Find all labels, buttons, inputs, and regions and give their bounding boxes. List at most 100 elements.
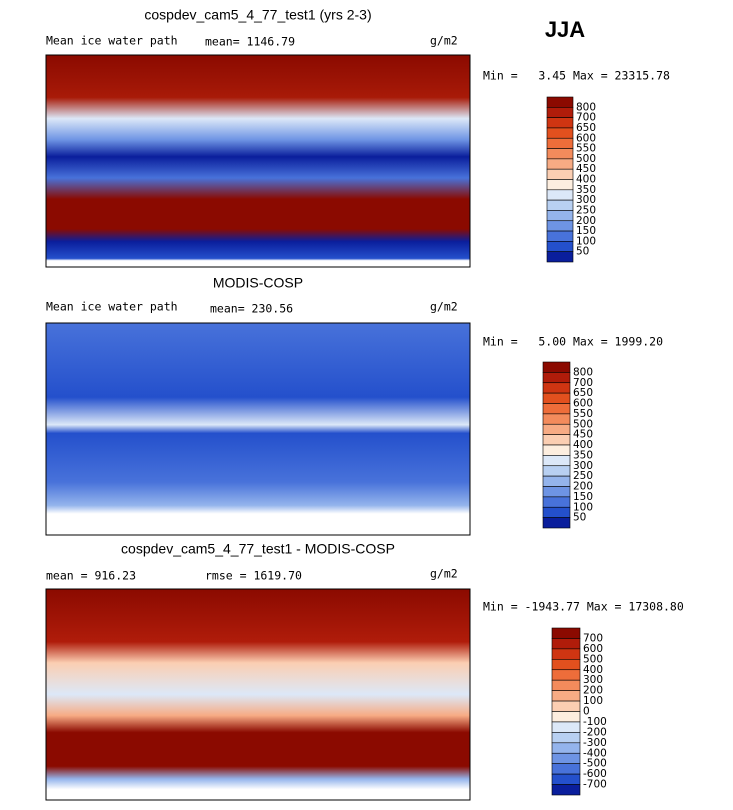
colorbar-box (551, 627, 581, 639)
colorbar-box (546, 168, 574, 180)
map (45, 54, 471, 268)
colorbar-label: -300 (583, 737, 607, 749)
colorbar-box (546, 241, 574, 252)
min-max: Min = 3.45 Max = 23315.78 (483, 69, 670, 83)
colorbar-box (542, 403, 571, 415)
min-max: Min = 5.00 Max = 1999.20 (483, 335, 663, 349)
colorbar-box (551, 679, 581, 691)
colorbar-box (551, 700, 581, 712)
colorbar-box (551, 669, 581, 681)
colorbar-box (542, 361, 571, 373)
colorbar-label: 600 (583, 643, 603, 655)
colorbar-label: 700 (583, 632, 603, 644)
colorbar-label: 300 (573, 460, 593, 472)
units-label: g/m2 (430, 567, 458, 581)
colorbar-box (546, 127, 574, 139)
colorbar-label: 300 (583, 674, 603, 686)
colorbar-label: 100 (576, 235, 596, 247)
colorbar-label: 550 (573, 408, 593, 420)
units-label: g/m2 (430, 300, 458, 314)
colorbar-label: 500 (576, 153, 596, 165)
season-label: JJA (545, 17, 585, 42)
colorbar-box (551, 763, 581, 775)
colorbar-label: 100 (583, 695, 603, 707)
colorbar-box (546, 220, 574, 232)
colorbar-box (546, 148, 574, 160)
mean-label: mean= 230.56 (210, 302, 293, 316)
colorbar-label: -400 (583, 747, 607, 759)
colorbar-box (546, 117, 574, 129)
colorbar-box (542, 392, 571, 404)
colorbar-label: 100 (573, 501, 593, 513)
colorbar-label: 50 (576, 246, 589, 258)
colorbar-label: 0 (583, 706, 590, 718)
colorbar-box (551, 711, 581, 723)
colorbar-box (542, 517, 571, 529)
colorbar-label: 600 (576, 132, 596, 144)
units-label: g/m2 (430, 34, 458, 48)
colorbar-box (542, 382, 571, 394)
field-label: Mean ice water path (46, 34, 178, 48)
colorbar-label: 800 (573, 366, 593, 378)
colorbar-box (546, 189, 574, 201)
map (45, 322, 471, 536)
colorbar-label: 700 (576, 112, 596, 124)
colorbar-box (546, 137, 574, 149)
colorbar-box (546, 199, 574, 211)
colorbar-box (542, 444, 571, 456)
colorbar-box (542, 423, 571, 435)
colorbar-box (546, 230, 574, 242)
colorbar-label: 350 (576, 184, 596, 196)
colorbar-label: 400 (573, 439, 593, 451)
colorbar-box (542, 506, 571, 518)
colorbar-label: 600 (573, 398, 593, 410)
colorbar-label: 700 (573, 377, 593, 389)
colorbar-box (542, 475, 571, 487)
colorbar-label: -700 (583, 779, 607, 791)
colorbar-label: 500 (583, 653, 603, 665)
colorbar-label: 450 (576, 163, 596, 175)
colorbar-label: 200 (583, 685, 603, 697)
panel-title: cospdev_cam5_4_77_test1 (yrs 2-3) (144, 7, 371, 23)
colorbar-box (542, 372, 571, 384)
colorbar-label: 150 (576, 225, 596, 237)
mean-label: mean= 1146.79 (205, 35, 295, 49)
rmse-label: rmse = 1619.70 (205, 569, 302, 583)
colorbar-label: -500 (583, 758, 607, 770)
colorbar-label: 250 (573, 470, 593, 482)
colorbar-label: 350 (573, 449, 593, 461)
colorbar-label: 200 (576, 215, 596, 227)
colorbar-label: 200 (573, 481, 593, 493)
colorbar-box (551, 742, 581, 754)
colorbar-box (551, 784, 581, 796)
colorbar-label: 500 (573, 418, 593, 430)
colorbar-box (546, 158, 574, 170)
panel-title: cospdev_cam5_4_77_test1 - MODIS-COSP (121, 541, 395, 557)
colorbar-label: 650 (573, 387, 593, 399)
colorbar-box (546, 96, 574, 108)
colorbar-box (546, 251, 574, 263)
min-max: Min = -1943.77 Max = 17308.80 (483, 600, 684, 614)
colorbar-label: -100 (583, 716, 607, 728)
colorbar-label: 150 (573, 491, 593, 503)
colorbar-box (542, 496, 571, 508)
colorbar-box (542, 434, 571, 446)
field-label: Mean ice water path (46, 300, 178, 314)
colorbar-box (551, 732, 581, 744)
field-label: mean = 916.23 (46, 569, 136, 583)
colorbar-label: 400 (583, 664, 603, 676)
colorbar-label: 250 (576, 204, 596, 216)
panel-title: MODIS-COSP (213, 275, 303, 291)
colorbar-box (542, 486, 571, 498)
colorbar-label: 550 (576, 143, 596, 155)
colorbar-box (551, 773, 581, 785)
colorbar-label: 50 (573, 512, 586, 524)
colorbar-label: 450 (573, 429, 593, 441)
colorbar-box (551, 659, 581, 671)
colorbar-label: 400 (576, 174, 596, 186)
colorbar-label: -200 (583, 726, 607, 738)
colorbar-box (551, 721, 581, 733)
colorbar-label: 300 (576, 194, 596, 206)
colorbar-box (546, 210, 574, 222)
colorbar-box (551, 648, 581, 660)
